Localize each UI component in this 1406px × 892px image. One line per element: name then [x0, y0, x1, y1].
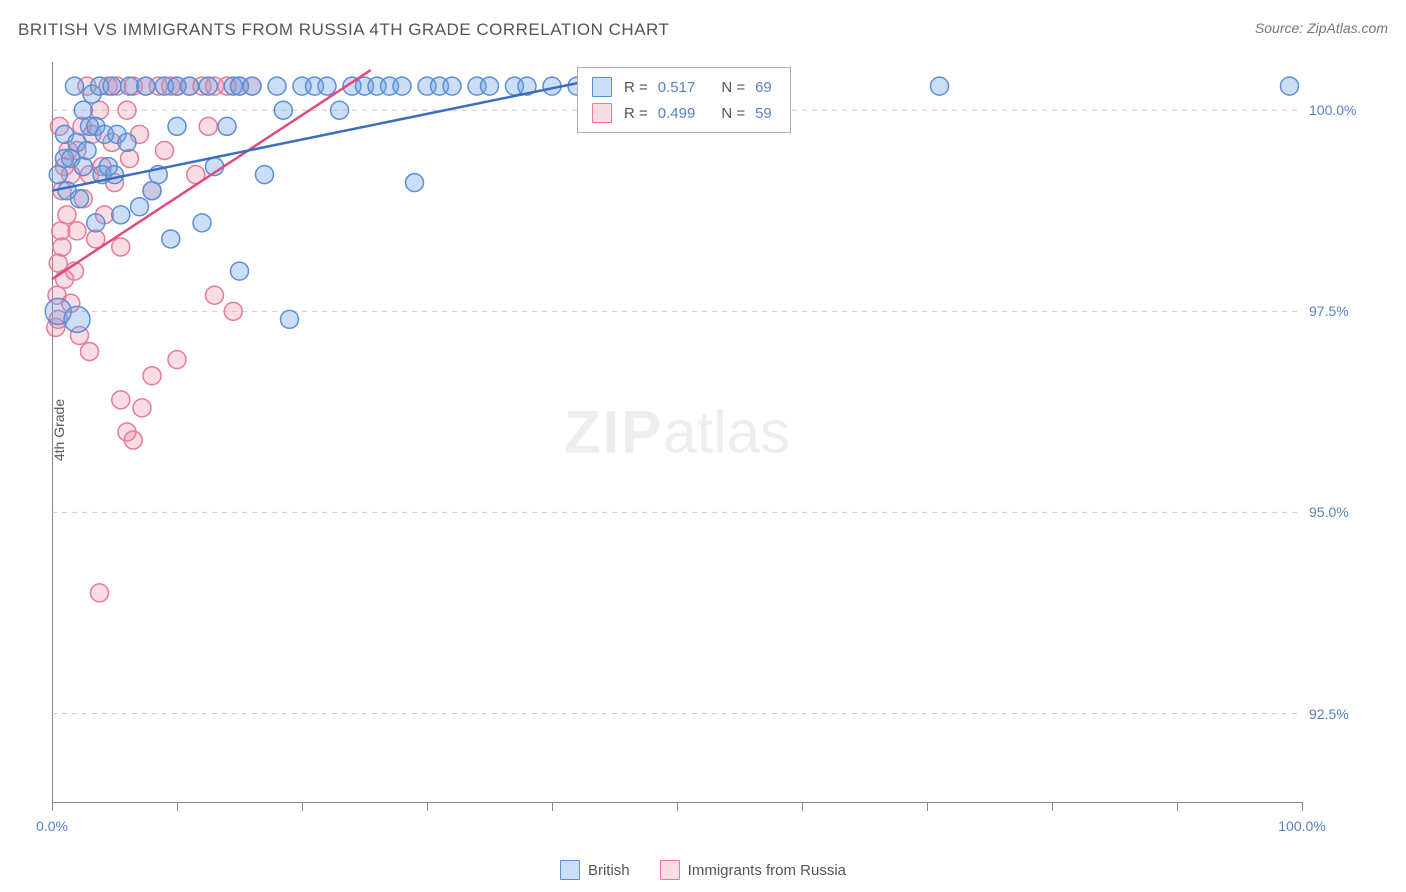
r-label: R = [624, 79, 648, 96]
british-point [112, 206, 130, 224]
x-tick [1177, 802, 1178, 811]
x-tick-label: 100.0% [1278, 818, 1325, 834]
british-point [268, 77, 286, 95]
corr-legend-row: R = 0.499 N = 59 [578, 100, 790, 126]
russia-point [53, 238, 71, 256]
british-point [231, 262, 249, 280]
british-point [162, 230, 180, 248]
x-tick [302, 802, 303, 811]
british-point [49, 166, 67, 184]
british-point [103, 77, 121, 95]
british-point [274, 101, 292, 119]
british-point [281, 310, 299, 328]
russia-point [112, 391, 130, 409]
british-point [121, 77, 139, 95]
british-point [78, 141, 96, 159]
british-point [137, 77, 155, 95]
x-tick-label: 0.0% [36, 818, 68, 834]
russia-point [91, 101, 109, 119]
british-point [481, 77, 499, 95]
r-value: 0.499 [658, 105, 696, 122]
legend-label: British [588, 862, 630, 879]
british-point [71, 190, 89, 208]
x-tick [1052, 802, 1053, 811]
british-point [243, 77, 261, 95]
british-point [318, 77, 336, 95]
british-point [931, 77, 949, 95]
russia-point [118, 101, 136, 119]
british-point [168, 117, 186, 135]
russia-point [49, 254, 67, 272]
x-tick [52, 802, 53, 811]
russia-point [58, 206, 76, 224]
n-label: N = [721, 79, 745, 96]
y-tick-label: 95.0% [1309, 504, 1384, 520]
n-value: 69 [755, 79, 772, 96]
blue-swatch-icon [560, 860, 580, 880]
russia-point [199, 117, 217, 135]
source-label: Source: ZipAtlas.com [1255, 20, 1388, 36]
russia-point [81, 343, 99, 361]
british-point [74, 101, 92, 119]
british-point [256, 166, 274, 184]
russia-point [143, 367, 161, 385]
russia-point [206, 286, 224, 304]
british-point [1281, 77, 1299, 95]
british-point [64, 306, 90, 332]
russia-point [133, 399, 151, 417]
british-point [66, 77, 84, 95]
british-point [193, 214, 211, 232]
x-tick [802, 802, 803, 811]
correlation-legend: R = 0.517 N = 69 R = 0.499 N = 59 [577, 67, 791, 133]
russia-point [52, 222, 70, 240]
series-legend: British Immigrants from Russia [560, 860, 846, 880]
x-tick [427, 802, 428, 811]
russia-point [112, 238, 130, 256]
russia-point [68, 222, 86, 240]
russia-point [224, 302, 242, 320]
russia-point [121, 150, 139, 168]
y-tick-label: 100.0% [1309, 102, 1384, 118]
legend-label: Immigrants from Russia [688, 862, 846, 879]
n-label: N = [721, 105, 745, 122]
r-value: 0.517 [658, 79, 696, 96]
british-point [118, 133, 136, 151]
y-tick-label: 97.5% [1309, 303, 1384, 319]
british-point [131, 198, 149, 216]
pink-swatch-icon [660, 860, 680, 880]
blue-swatch-icon [592, 77, 612, 97]
british-point [331, 101, 349, 119]
scatter-svg [52, 62, 1302, 802]
russia-point [168, 351, 186, 369]
x-tick [677, 802, 678, 811]
n-value: 59 [755, 105, 772, 122]
british-point [143, 182, 161, 200]
chart-title: BRITISH VS IMMIGRANTS FROM RUSSIA 4TH GR… [18, 20, 669, 39]
corr-legend-row: R = 0.517 N = 69 [578, 74, 790, 100]
y-tick-label: 92.5% [1309, 706, 1384, 722]
british-point [106, 166, 124, 184]
british-point [443, 77, 461, 95]
british-point [181, 77, 199, 95]
x-tick [552, 802, 553, 811]
british-point [393, 77, 411, 95]
pink-swatch-icon [592, 103, 612, 123]
x-tick [1302, 802, 1303, 811]
russia-point [124, 431, 142, 449]
r-label: R = [624, 105, 648, 122]
plot-area: ZIPatlas 92.5%95.0%97.5%100.0% 0.0%100.0… [52, 62, 1302, 803]
legend-item: British [560, 860, 630, 880]
legend-item: Immigrants from Russia [660, 860, 846, 880]
british-point [406, 174, 424, 192]
russia-point [91, 584, 109, 602]
british-point [87, 214, 105, 232]
british-point [218, 117, 236, 135]
russia-point [156, 141, 174, 159]
british-point [199, 77, 217, 95]
x-tick [177, 802, 178, 811]
british-point [74, 158, 92, 176]
x-tick [927, 802, 928, 811]
